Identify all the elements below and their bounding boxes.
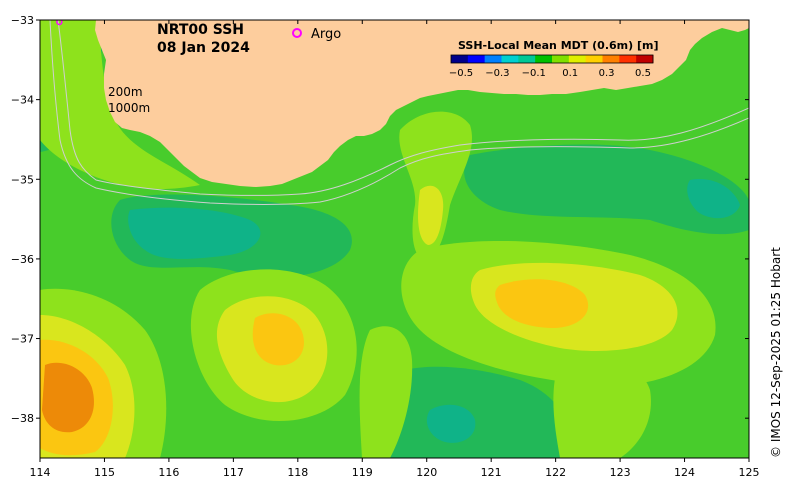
y-tick-label: −36 xyxy=(11,253,34,266)
colorbar-swatch xyxy=(501,55,519,63)
x-tick-label: 123 xyxy=(610,466,631,479)
colorbar-swatch xyxy=(636,55,654,63)
colorbar-swatch xyxy=(602,55,620,63)
colorbar-tick-label: 0.1 xyxy=(562,68,578,79)
colorbar: SSH-Local Mean MDT (0.6m) [m] −0.5 −0.3 −0… xyxy=(449,39,659,79)
plot-frame xyxy=(39,19,750,459)
high-region-south-center xyxy=(359,326,413,458)
x-tick-label: 122 xyxy=(545,466,566,479)
colorbar-swatch xyxy=(484,55,502,63)
x-tick-label: 125 xyxy=(739,466,760,479)
lower-region-south xyxy=(426,404,476,443)
x-tick-label: 120 xyxy=(416,466,437,479)
high-region-west-coast xyxy=(40,20,200,190)
colorbar-swatches xyxy=(451,55,654,63)
highest-region-central xyxy=(252,313,304,366)
argo-legend-label: Argo xyxy=(311,27,341,42)
lower-region-west xyxy=(128,207,261,259)
colorbar-swatch xyxy=(451,55,469,63)
colorbar-tick-label: −0.5 xyxy=(449,68,473,79)
colorbar-swatch xyxy=(585,55,603,63)
x-tick-label: 119 xyxy=(352,466,373,479)
high-region-southeast xyxy=(553,356,651,458)
x-tick-label: 116 xyxy=(158,466,179,479)
higher-region-shelf-break xyxy=(417,185,444,245)
credit-label: © IMOS 12-Sep-2025 01:25 Hobart xyxy=(769,247,783,458)
low-region-northeast xyxy=(464,144,749,235)
lower-region-east xyxy=(687,179,740,219)
high-region-shelf-break xyxy=(399,111,472,260)
x-tick-label: 115 xyxy=(94,466,115,479)
x-tick-label: 124 xyxy=(674,466,695,479)
colorbar-swatch xyxy=(568,55,587,63)
colorbar-swatch xyxy=(535,55,553,63)
peak-region-southwest xyxy=(42,362,94,433)
contour-label-200m: 200m xyxy=(108,85,143,99)
argo-legend-icon xyxy=(292,28,302,38)
colorbar-swatch xyxy=(619,55,637,63)
map-date: 08 Jan 2024 xyxy=(157,40,250,56)
colorbar-tick-label: 0.3 xyxy=(599,68,615,79)
map-title: NRT00 SSH xyxy=(157,22,244,38)
y-tick-label: −34 xyxy=(11,94,34,107)
colorbar-swatch xyxy=(518,55,536,63)
argo-legend: Argo xyxy=(292,27,341,42)
observation-markers xyxy=(56,20,63,26)
colorbar-frame xyxy=(450,54,654,64)
x-tick-label: 121 xyxy=(481,466,502,479)
contour-1000m xyxy=(49,20,749,205)
x-tick-label: 118 xyxy=(287,466,308,479)
highest-region-east xyxy=(495,279,589,328)
y-axis: −33 −34 −35 −36 −37 −38 xyxy=(11,14,749,425)
colorbar-swatch xyxy=(552,55,570,63)
x-tick-label: 114 xyxy=(30,466,51,479)
colorbar-tick-label: 0.5 xyxy=(635,68,651,79)
depth-contours xyxy=(49,20,749,205)
argo-float-marker xyxy=(56,20,63,26)
ssh-highest-regions xyxy=(40,279,589,456)
y-tick-label: −38 xyxy=(11,412,34,425)
colorbar-tick-label: −0.1 xyxy=(522,68,546,79)
y-tick-label: −37 xyxy=(11,333,34,346)
y-tick-label: −35 xyxy=(11,173,34,186)
plot-area xyxy=(40,20,749,458)
y-tick-label: −33 xyxy=(11,14,34,27)
colorbar-swatch xyxy=(467,55,486,63)
colorbar-title: SSH-Local Mean MDT (0.6m) [m] xyxy=(458,39,658,52)
contour-label-1000m: 1000m xyxy=(108,101,150,115)
colorbar-ticks: −0.5 −0.3 −0.1 0.1 0.3 0.5 xyxy=(449,68,651,79)
x-axis: 114 115 116 117 118 119 120 121 122 123 124 125 xyxy=(30,20,760,479)
x-tick-label: 117 xyxy=(223,466,244,479)
colorbar-tick-label: −0.3 xyxy=(485,68,509,79)
contour-200m xyxy=(57,20,749,196)
